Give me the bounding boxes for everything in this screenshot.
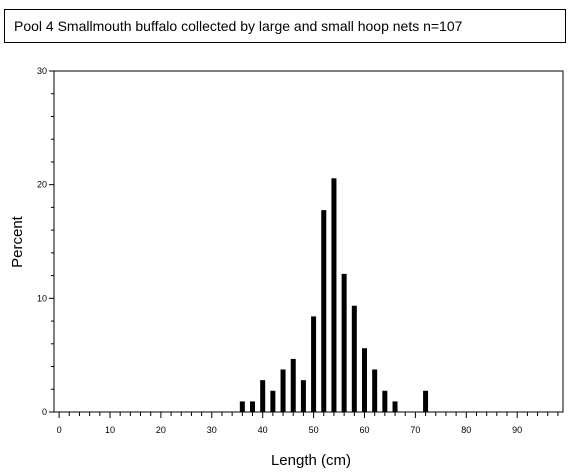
x-tick-label: 30 — [207, 425, 217, 435]
bar — [250, 401, 256, 412]
bar — [300, 380, 306, 412]
x-axis-label: Length (cm) — [271, 452, 351, 469]
y-tick-label: 0 — [42, 407, 47, 417]
chart-title-box: Pool 4 Smallmouth buffalo collected by l… — [4, 9, 566, 43]
bar — [341, 273, 347, 412]
y-tick-labels: 0 10 20 30 — [37, 66, 47, 417]
bar — [270, 390, 276, 412]
bar — [331, 178, 337, 412]
x-tick-label: 20 — [156, 425, 166, 435]
x-tick-labels: 0 10 20 30 40 50 60 70 80 90 — [57, 425, 523, 435]
x-tick-label: 90 — [512, 425, 522, 435]
x-tick-label: 10 — [105, 425, 115, 435]
bar — [361, 348, 367, 412]
plot-frame — [53, 70, 564, 413]
x-tick-label: 0 — [57, 425, 62, 435]
bars — [239, 178, 429, 412]
bar — [321, 210, 327, 412]
bar — [290, 358, 296, 412]
y-axis-label: Percent — [9, 215, 26, 268]
bar — [260, 380, 266, 412]
y-tick-label: 20 — [37, 180, 47, 190]
x-tick-label: 40 — [258, 425, 268, 435]
y-minor-ticks — [49, 70, 54, 413]
bar — [311, 316, 317, 412]
x-tick-label: 80 — [461, 425, 471, 435]
y-tick-label: 30 — [37, 66, 47, 76]
x-tick-label: 60 — [359, 425, 369, 435]
bar — [423, 390, 429, 412]
bar — [280, 369, 286, 412]
y-tick-label: 10 — [37, 293, 47, 303]
bar — [382, 390, 388, 412]
bar — [392, 401, 398, 412]
chart-title: Pool 4 Smallmouth buffalo collected by l… — [14, 18, 463, 34]
bar — [372, 369, 378, 412]
bar — [239, 401, 245, 412]
bar — [351, 305, 357, 412]
x-minor-ticks — [58, 412, 559, 418]
x-tick-label: 70 — [410, 425, 420, 435]
x-tick-label: 50 — [309, 425, 319, 435]
